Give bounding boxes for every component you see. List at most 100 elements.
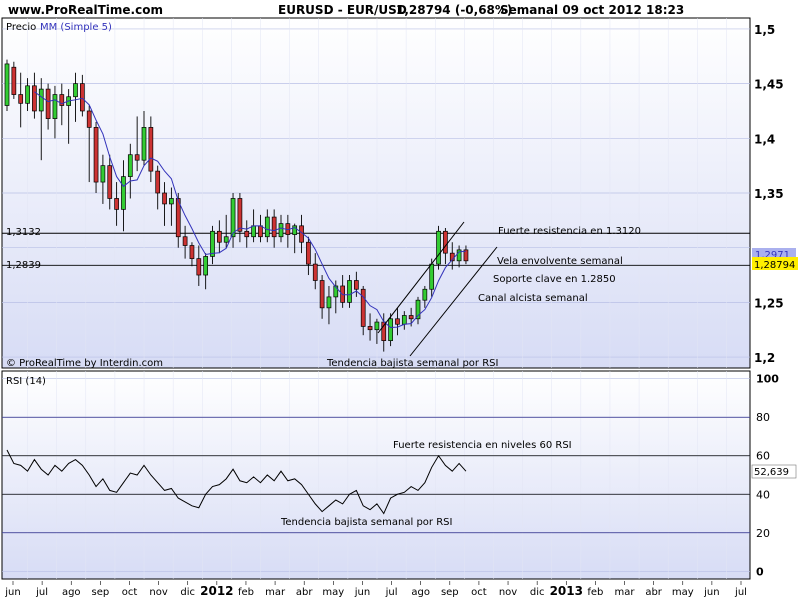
candle-body (388, 318, 393, 342)
rsi-series (6, 449, 467, 515)
price-tick-label: 1,25 (754, 296, 784, 310)
rsi-panel[interactable] (1, 370, 751, 580)
candle-body (292, 225, 298, 235)
annotation-support: Soporte clave en 1.2850 (493, 274, 616, 285)
x-tick-label: sep (441, 587, 459, 598)
x-tick-label: feb (587, 587, 603, 598)
candle-body (360, 288, 366, 327)
site-title[interactable]: www.ProRealTime.com (8, 3, 163, 17)
candle-body (73, 83, 78, 98)
candle-body (32, 85, 37, 112)
candle-body (52, 94, 58, 119)
x-tick-label: abr (645, 587, 662, 598)
candle-body (443, 230, 448, 254)
svg-text:1,2971: 1,2971 (755, 250, 790, 261)
candle-body (79, 83, 85, 112)
candle-body (155, 170, 161, 194)
candle-body (244, 230, 250, 238)
candle-body (374, 321, 380, 331)
candle-body (134, 154, 140, 161)
candle-body (415, 299, 421, 320)
candle-body (141, 127, 147, 161)
candle-body (210, 230, 215, 257)
candle-body (319, 280, 325, 309)
candle-body (38, 88, 44, 112)
candle-body (121, 176, 126, 210)
candle-body (251, 225, 256, 238)
x-tick-label: 2012 (200, 584, 233, 598)
ma-indicator-label[interactable]: MM (Simple 5) (40, 22, 112, 33)
rsi-tick-label: 40 (756, 488, 770, 501)
candle-body (436, 230, 441, 265)
candle-body (11, 66, 17, 95)
x-tick-label: feb (238, 587, 254, 598)
period-date: Semanal 09 oct 2012 18:23 (500, 3, 684, 17)
candle-body (45, 88, 51, 119)
x-tick-label: 2013 (550, 584, 583, 598)
candle-body (312, 263, 318, 281)
chart-title: EURUSD - EUR/USD (278, 3, 407, 17)
candle-body (114, 198, 119, 210)
x-tick-label: jul (734, 587, 747, 598)
candle-body (107, 165, 113, 199)
rsi-tick-label: 0 (756, 565, 764, 578)
candlestick-series (4, 59, 469, 352)
candle-body (196, 258, 202, 276)
rsi-tick-label: 60 (756, 450, 770, 463)
candle-body (162, 192, 167, 205)
price-y-axis: 1,2 1,25 1,35 1,4 1,45 1,5 (754, 23, 784, 365)
annotation-price-trend: Tendencia bajista semanal por RSI (326, 358, 498, 369)
candle-body (264, 216, 270, 238)
x-tick-label: jul (35, 587, 48, 598)
candle-body (237, 198, 243, 232)
x-tick-label: jun (4, 587, 20, 598)
price-gridlines (2, 28, 750, 358)
candle-body (456, 249, 462, 262)
x-tick-label: mar (265, 587, 286, 598)
candle-body (354, 280, 359, 290)
quote-text: 1,28794 (-0,68%) (396, 3, 512, 17)
x-tick-label: oct (471, 587, 487, 598)
candle-body (333, 285, 339, 298)
x-tick-label: jun (703, 587, 719, 598)
candle-body (100, 165, 106, 183)
rsi-tick-label: 80 (756, 411, 770, 424)
current-price-tag: 1,28794 (752, 257, 798, 271)
candle-body (347, 280, 352, 303)
candle-body (25, 85, 30, 104)
x-tick-label: jun (354, 587, 370, 598)
annotation-engulfing: Vela envolvente semanal (497, 256, 623, 267)
candle-body (367, 326, 373, 331)
candle-body (203, 256, 208, 276)
x-tick-label: ago (62, 587, 81, 598)
rsi-y-axis: 0 20 40 60 80 100 (756, 373, 779, 579)
candle-body (175, 198, 181, 238)
svg-text:1,28794: 1,28794 (754, 260, 795, 271)
candle-body (148, 127, 154, 172)
x-tick-label: oct (122, 587, 138, 598)
annotation-rsi-trend: Tendencia bajista semanal por RSI (280, 517, 452, 528)
candle-body (422, 288, 428, 301)
hline-label-support: 1,2839 (6, 260, 41, 271)
candle-body (395, 318, 400, 325)
x-tick-label: dic (530, 587, 545, 598)
candle-body (59, 94, 65, 106)
channel-lower-line (409, 246, 498, 357)
uptrend-channel[interactable] (377, 221, 498, 357)
rsi-level-lines (2, 416, 750, 534)
copyright-text: © ProRealTime by Interdin.com (6, 358, 163, 369)
price-label: Precio (6, 22, 36, 33)
candle-body (93, 127, 99, 183)
candle-body (169, 198, 174, 205)
x-tick-label: may (322, 587, 344, 598)
x-tick-label: may (672, 587, 694, 598)
x-tick-label: dic (180, 587, 195, 598)
x-tick-label: nov (499, 587, 517, 598)
candle-body (429, 263, 435, 290)
candle-body (86, 110, 92, 128)
candle-body (258, 225, 263, 238)
rsi-tick-label: 20 (756, 527, 770, 540)
candle-body (18, 94, 24, 104)
